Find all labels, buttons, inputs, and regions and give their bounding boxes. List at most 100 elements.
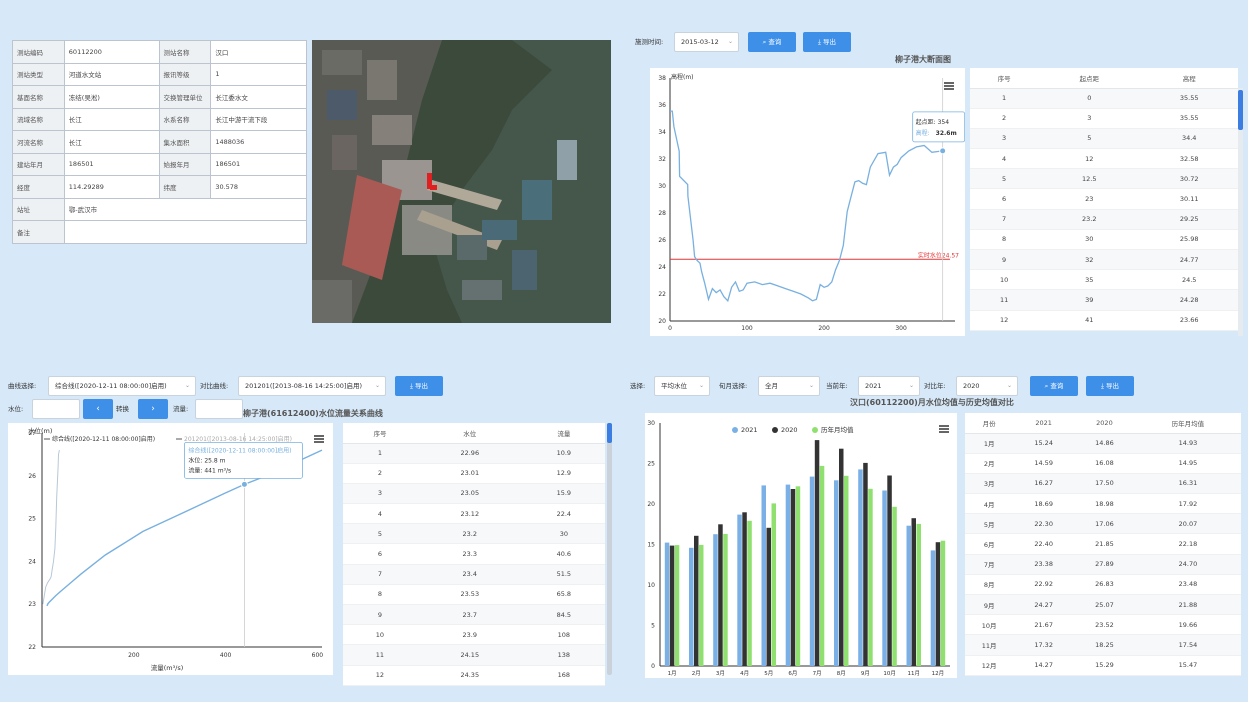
prev-button[interactable]: ‹ — [83, 399, 113, 419]
table-row[interactable]: 2 23.01 12.9 — [343, 463, 605, 484]
rating-curve-chart[interactable]: 22 23 24 25 26 27 200 400 600 水位(m) 流量(m³/s) 综合线([2… — [8, 423, 333, 675]
cmp-year-select[interactable]: 2020 ⌄ — [956, 376, 1018, 396]
chart-menu-icon[interactable] — [939, 425, 949, 433]
satellite-map[interactable] — [312, 40, 611, 323]
bar-2021[interactable] — [809, 476, 815, 666]
bar-2020[interactable] — [669, 545, 675, 666]
bar-历年月均值[interactable] — [699, 544, 704, 666]
table-row[interactable]: 2 3 35.55 — [970, 108, 1238, 129]
level-input[interactable] — [32, 399, 80, 419]
table-header[interactable]: 高程 — [1140, 68, 1238, 89]
table-row[interactable]: 11 39 24.28 — [970, 289, 1238, 311]
table-row[interactable]: 5月 22.30 17.06 20.07 — [965, 513, 1241, 535]
table-row[interactable]: 3月 16.27 17.50 16.31 — [965, 473, 1241, 495]
bar-2020[interactable] — [766, 527, 772, 666]
date-picker[interactable]: 2015-03-12 ⌄ — [674, 32, 739, 52]
table-header[interactable]: 序号 — [970, 68, 1039, 89]
bar-2021[interactable] — [906, 525, 912, 666]
bar-2020[interactable] — [790, 489, 796, 666]
table-row[interactable]: 8 30 25.98 — [970, 229, 1238, 251]
table-row[interactable]: 5 23.2 30 — [343, 523, 605, 545]
table-row[interactable]: 3 23.05 15.9 — [343, 483, 605, 505]
table-row[interactable]: 1 22.96 10.9 — [343, 443, 605, 464]
bar-历年月均值[interactable] — [916, 523, 922, 666]
table-row[interactable]: 6 23 30.11 — [970, 188, 1238, 210]
bar-历年月均值[interactable] — [892, 506, 897, 666]
table-row[interactable]: 2月 14.59 16.08 14.95 — [965, 453, 1241, 474]
chart-menu-icon[interactable] — [314, 435, 324, 443]
table-row[interactable]: 11 24.15 138 — [343, 644, 605, 666]
table-header[interactable]: 流量 — [522, 423, 605, 444]
bar-2021[interactable] — [737, 514, 742, 666]
table-row[interactable]: 6 23.3 40.6 — [343, 543, 605, 565]
rc-table-scrollbar[interactable] — [607, 423, 612, 675]
table-row[interactable]: 12 24.35 168 — [343, 665, 605, 686]
curve-select[interactable]: 综合线([2020-12-11 08:00:00]启用) ⌄ — [48, 376, 196, 396]
table-row[interactable]: 1 0 35.55 — [970, 88, 1238, 109]
table-row[interactable]: 4 12 32.58 — [970, 148, 1238, 170]
table-row[interactable]: 11月 17.32 18.25 17.54 — [965, 634, 1241, 656]
bar-2020[interactable] — [911, 518, 917, 666]
bar-2020[interactable] — [887, 475, 892, 667]
bar-2020[interactable] — [814, 440, 820, 666]
table-header[interactable]: 2021 — [1013, 413, 1075, 434]
bar-2021[interactable] — [834, 480, 839, 666]
table-header[interactable]: 水位 — [416, 423, 523, 444]
bar-2020[interactable] — [694, 535, 699, 666]
table-row[interactable]: 12 41 23.66 — [970, 310, 1238, 331]
bar-历年月均值[interactable] — [674, 545, 680, 666]
bar-2021[interactable] — [664, 542, 670, 666]
table-header[interactable]: 序号 — [343, 423, 417, 444]
compare-select[interactable]: 201201([2013-08-16 14:25:00]启用) ⌄ — [238, 376, 386, 396]
bar-2020[interactable] — [839, 448, 844, 666]
table-header[interactable]: 2020 — [1074, 413, 1135, 434]
table-row[interactable]: 7月 23.38 27.89 24.70 — [965, 554, 1241, 575]
table-row[interactable]: 10 23.9 108 — [343, 624, 605, 646]
bar-2020[interactable] — [742, 512, 747, 666]
table-row[interactable]: 6月 22.40 21.85 22.18 — [965, 533, 1241, 555]
next-button[interactable]: › — [138, 399, 168, 419]
flow-input[interactable] — [195, 399, 243, 419]
bar-2021[interactable] — [858, 469, 863, 666]
bar-历年月均值[interactable] — [940, 540, 946, 666]
cs-query-button[interactable]: ⌕ 查询 — [748, 32, 796, 52]
table-header[interactable]: 历年月均值 — [1134, 413, 1241, 434]
table-row[interactable]: 10 35 24.5 — [970, 269, 1238, 291]
bar-2021[interactable] — [689, 547, 694, 666]
table-header[interactable]: 月份 — [965, 413, 1014, 434]
month-select[interactable]: 全月 ⌄ — [758, 376, 820, 396]
mo-export-button[interactable]: ⤓ 导出 — [1086, 376, 1134, 396]
monthly-bar-chart[interactable]: 0 5 10 15 20 25 30 1月 2月 3月 4月 5月 6月 7月 8月 9月 10月 11月 12月 2… — [645, 413, 957, 678]
table-row[interactable]: 1月 15.24 14.86 14.93 — [965, 433, 1241, 454]
chart-menu-icon[interactable] — [944, 82, 954, 90]
table-row[interactable]: 8月 22.92 26.83 23.48 — [965, 574, 1241, 596]
table-row[interactable]: 9月 24.27 25.07 21.88 — [965, 594, 1241, 616]
table-row[interactable]: 9 32 24.77 — [970, 249, 1238, 271]
bar-2021[interactable] — [785, 484, 791, 666]
cs-export-button[interactable]: ⤓ 导出 — [803, 32, 851, 52]
table-row[interactable]: 10月 21.67 23.52 19.66 — [965, 614, 1241, 636]
bar-2021[interactable] — [882, 490, 887, 667]
bar-历年月均值[interactable] — [747, 520, 752, 666]
bar-历年月均值[interactable] — [844, 475, 849, 666]
rc-export-button[interactable]: ⤓ 导出 — [395, 376, 443, 396]
bar-2020[interactable] — [718, 524, 723, 667]
bar-历年月均值[interactable] — [723, 533, 728, 666]
table-row[interactable]: 4 23.12 22.4 — [343, 503, 605, 525]
stat-select[interactable]: 平均水位 ⌄ — [654, 376, 710, 396]
bar-历年月均值[interactable] — [795, 486, 801, 666]
table-row[interactable]: 12月 14.27 15.29 15.47 — [965, 655, 1241, 676]
table-row[interactable]: 7 23.2 29.25 — [970, 209, 1238, 230]
table-row[interactable]: 8 23.53 65.8 — [343, 584, 605, 606]
table-row[interactable]: 3 5 34.4 — [970, 128, 1238, 150]
table-row[interactable]: 9 23.7 84.5 — [343, 604, 605, 626]
table-row[interactable]: 5 12.5 30.72 — [970, 168, 1238, 190]
bar-2021[interactable] — [713, 534, 718, 666]
cs-table-scrollbar[interactable] — [1238, 88, 1243, 336]
cur-year-select[interactable]: 2021 ⌄ — [858, 376, 920, 396]
mo-query-button[interactable]: ⌕ 查询 — [1030, 376, 1078, 396]
bar-历年月均值[interactable] — [771, 503, 777, 666]
bar-2020[interactable] — [935, 542, 941, 666]
bar-历年月均值[interactable] — [868, 488, 873, 666]
table-row[interactable]: 4月 18.69 18.98 17.92 — [965, 493, 1241, 515]
